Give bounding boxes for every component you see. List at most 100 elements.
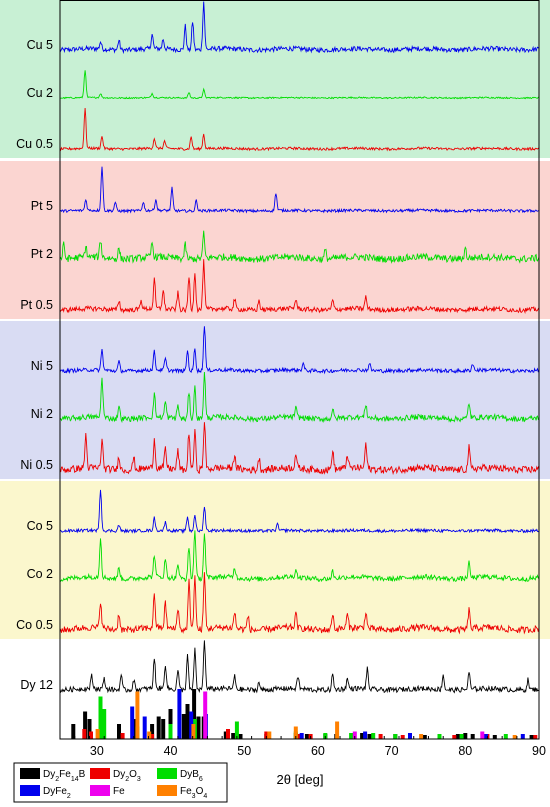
x-tick-label: 40: [164, 744, 178, 758]
ref-line-dy2fe14b: [463, 733, 468, 739]
x-axis: 30 40 50 60 70 80 90: [59, 736, 546, 758]
ref-line-dy2fe14b: [150, 724, 155, 739]
ref-line-dy2o3: [120, 733, 125, 739]
trace-ni-5: [59, 326, 540, 375]
series-label-cu-5: Cu 5: [27, 38, 53, 52]
x-tick-label: 50: [237, 744, 251, 758]
band-pt: [0, 161, 550, 319]
legend-swatch: [157, 768, 177, 779]
series-label-pt-2: Pt 2: [31, 247, 53, 261]
ref-line-dyfe2: [408, 733, 412, 739]
band-cu: [0, 0, 550, 158]
trace-pt-5: [59, 166, 540, 214]
ref-line-dy2fe14b: [71, 724, 76, 739]
ref-line-dy2fe14b: [185, 704, 190, 739]
trace-co-5: [59, 489, 540, 534]
series-label-pt-0-5: Pt 0.5: [20, 298, 53, 312]
series-label-ni-5: Ni 5: [31, 359, 53, 373]
ref-line-dy2o3: [378, 734, 383, 739]
ref-line-dyfe2: [520, 734, 525, 739]
x-tick-label: 80: [458, 744, 472, 758]
legend-label: Fe: [113, 786, 125, 797]
ref-line-dyfe2: [177, 689, 182, 739]
series-label-ni-0-5: Ni 0.5: [20, 458, 53, 472]
trace-pt-0-5: [59, 259, 540, 314]
ref-line-dyb6: [102, 709, 107, 739]
ref-line-dy2fe14b: [492, 735, 497, 739]
series-label-co-0-5: Co 0.5: [16, 618, 53, 632]
ref-line-dyfe2: [142, 716, 147, 739]
ref-line-dy2o3: [150, 734, 155, 739]
legend-swatch: [20, 785, 40, 796]
ref-line-dyb6: [168, 724, 173, 739]
trace-co-0-5: [59, 572, 540, 635]
series-label-cu-2: Cu 2: [27, 86, 53, 100]
ref-line-dy2o3: [226, 729, 230, 739]
band-co: [0, 481, 550, 639]
ref-line-fe3o4: [147, 731, 152, 739]
trace-cu-0-5: [59, 107, 540, 152]
x-tick-label: 30: [90, 744, 104, 758]
ref-line-dy2o3: [297, 734, 302, 739]
ref-line-dy2fe14b: [161, 719, 166, 739]
series-label-co-5: Co 5: [27, 519, 53, 533]
band-layer: [0, 0, 550, 639]
ref-line-dy2fe14b: [117, 724, 121, 739]
x-tick-label: 70: [385, 744, 399, 758]
x-axis-label: 2θ [deg]: [277, 772, 324, 787]
ref-line-fe3o4: [135, 691, 140, 739]
ref-line-dy2o3: [89, 731, 93, 739]
ref-line-dy2o3: [82, 729, 87, 739]
ref-line-dy2fe14b: [156, 716, 161, 739]
ref-line-dy2fe14b: [422, 735, 427, 739]
series-label-pt-5: Pt 5: [31, 199, 53, 213]
trace-cu-5: [59, 1, 540, 55]
legend-label: DyB6: [180, 769, 203, 783]
ref-line-fe: [352, 731, 357, 739]
ref-line-dyfe2: [189, 711, 194, 739]
trace-ni-0-5: [59, 422, 540, 476]
ref-line-dyb6: [437, 734, 442, 739]
sample-labels-layer: Cu 5 Cu 2 Cu 0.5 Pt 5 Pt 2 Pt 0.5 Ni 5 Ni 2 Ni 0…: [16, 38, 53, 692]
legend-swatch: [90, 768, 110, 779]
ref-line-dy2o3: [452, 735, 457, 739]
legend-label: Dy2O3: [113, 769, 141, 783]
series-label-cu-0-5: Cu 0.5: [16, 137, 53, 151]
ref-line-dyb6: [234, 721, 239, 739]
x-tick-label: 90: [532, 744, 546, 758]
ref-line-dy2fe14b: [83, 711, 88, 739]
ref-line-dy2fe14b: [304, 734, 309, 739]
ref-line-dyb6: [349, 733, 354, 739]
ref-line-dy2o3: [264, 731, 269, 739]
ref-line-fe3o4: [419, 734, 424, 739]
ref-line-dyb6: [459, 734, 464, 739]
ref-line-fe3o4: [335, 721, 340, 739]
ref-line-dyfe2: [299, 733, 304, 739]
reference-lines-layer: [71, 689, 538, 739]
legend-label: DyFe2: [43, 786, 71, 800]
trace-cu-2: [60, 70, 540, 100]
ref-line-dy2fe14b: [360, 733, 365, 739]
ref-line-dyb6: [98, 696, 103, 739]
ref-line-fe: [203, 691, 208, 739]
trace-ni-2: [59, 371, 540, 424]
trace-co-2: [59, 530, 540, 583]
ref-line-dy2o3: [533, 735, 538, 739]
band-ni: [0, 321, 550, 479]
x-tick-label: 60: [311, 744, 325, 758]
legend-swatch: [20, 768, 40, 779]
legend-label: Fe3O4: [180, 786, 207, 800]
ref-line-dyfe2: [483, 734, 488, 739]
ref-line-dy2fe14b: [238, 734, 243, 739]
ref-line-dyfe2: [363, 731, 368, 739]
ref-line-dyfe2: [130, 706, 135, 739]
trace-dy-12: [59, 640, 540, 694]
ref-line-dyb6: [503, 734, 508, 739]
legend: Dy2Fe14B Dy2O3 DyB6 DyFe2 Fe Fe3O4: [13, 762, 228, 803]
ref-line-fe: [480, 731, 485, 739]
legend-label: Dy2Fe14B: [43, 769, 86, 783]
traces-layer: [59, 1, 540, 694]
series-label-dy-12: Dy 12: [20, 678, 53, 692]
ref-line-dy2fe14b: [192, 689, 197, 739]
